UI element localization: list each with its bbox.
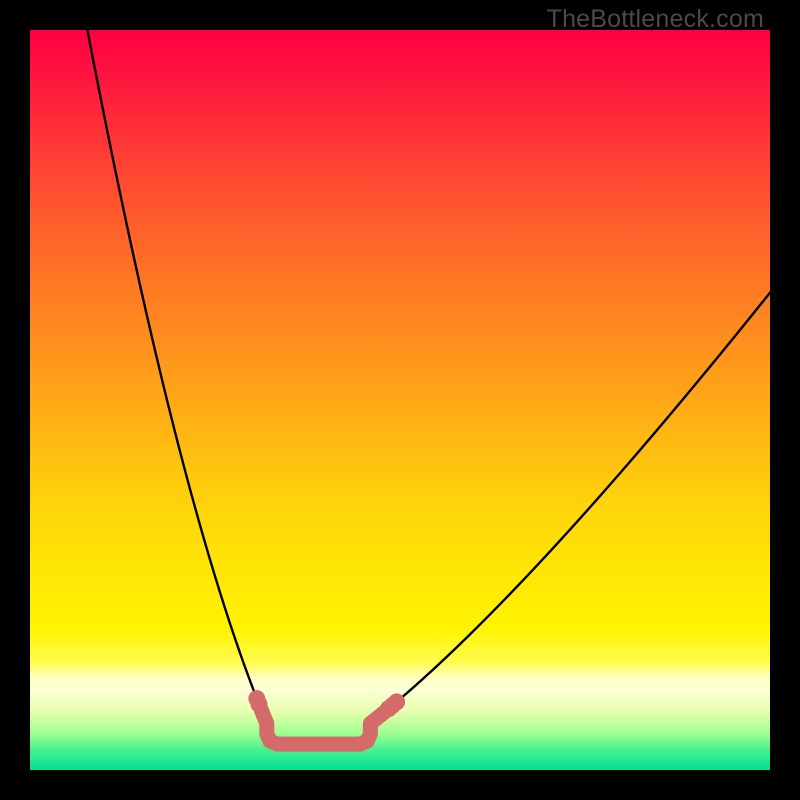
- valley-dot-right: [388, 693, 405, 710]
- plot-svg: [30, 30, 770, 770]
- valley-dot-left: [248, 690, 265, 707]
- plot-area: [30, 30, 770, 770]
- gradient-background: [30, 30, 770, 770]
- chart-frame: TheBottleneck.com: [0, 0, 800, 800]
- watermark-text: TheBottleneck.com: [547, 5, 764, 34]
